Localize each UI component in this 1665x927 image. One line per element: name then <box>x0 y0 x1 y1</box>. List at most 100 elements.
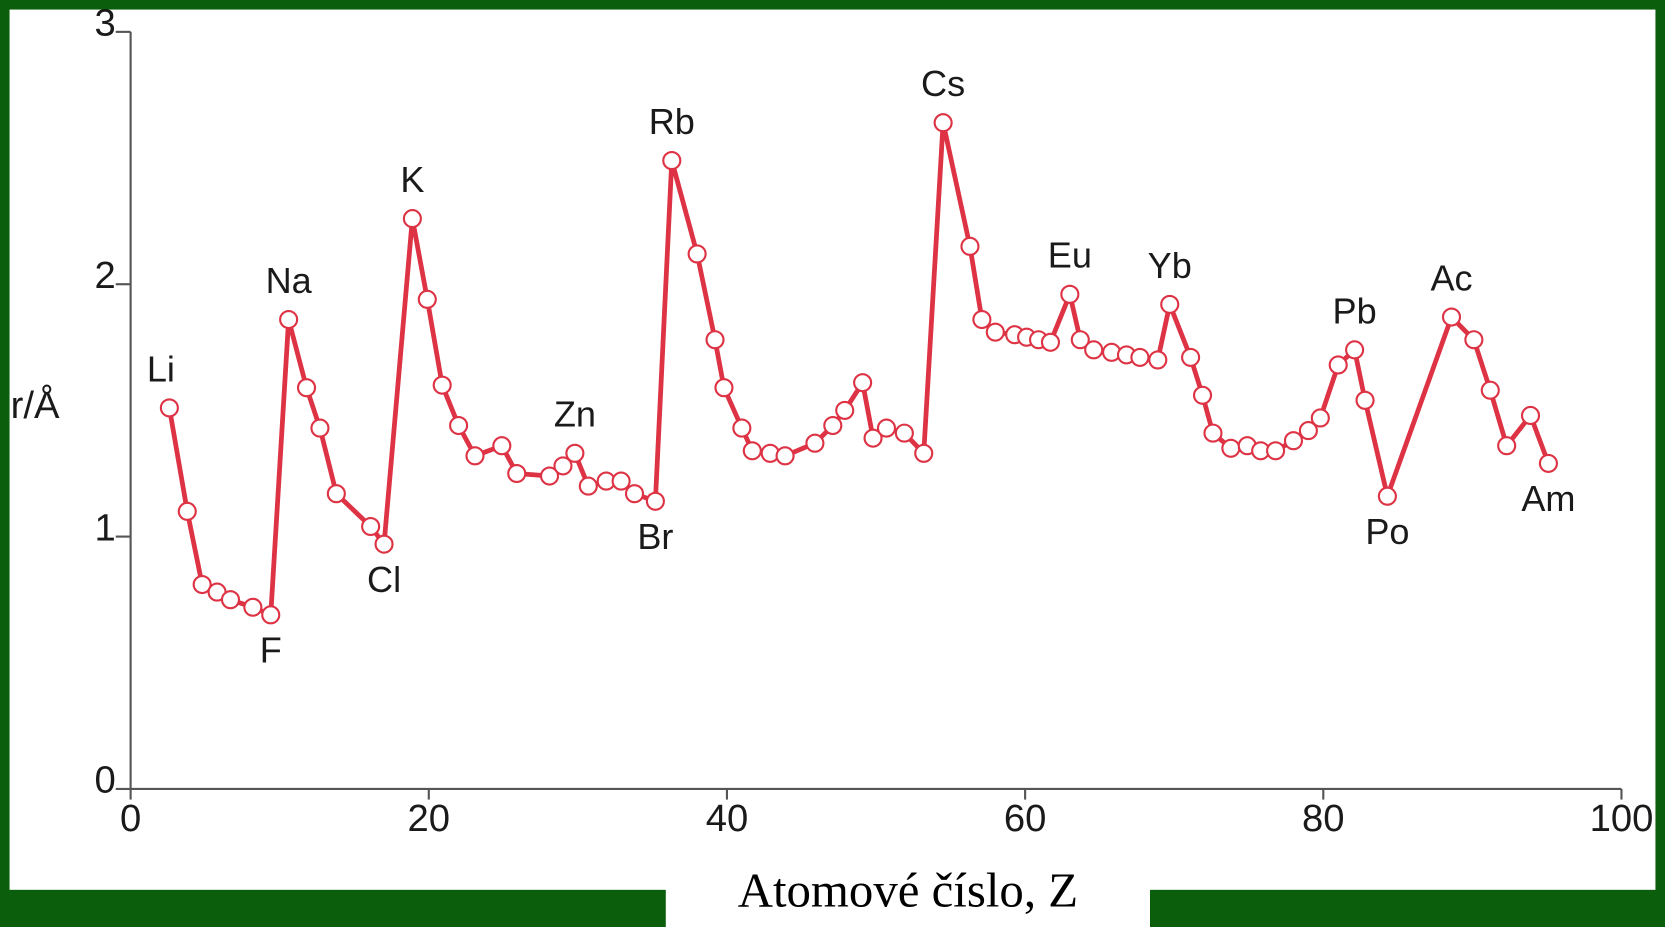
data-point <box>1328 355 1348 375</box>
data-point <box>1283 431 1304 451</box>
data-point <box>220 590 241 610</box>
data-point <box>417 289 437 309</box>
data-point <box>1221 438 1241 458</box>
data-point <box>1441 307 1462 327</box>
data-point <box>775 446 795 466</box>
x-tick-label: 40 <box>706 797 749 840</box>
annotation: Am <box>1521 478 1575 519</box>
data-point <box>1520 405 1541 426</box>
data-point <box>326 484 346 504</box>
data-point <box>1345 340 1365 360</box>
data-point <box>492 436 512 456</box>
annotation: Ac <box>1430 257 1472 298</box>
data-point <box>1181 347 1201 367</box>
data-point <box>985 322 1005 342</box>
data-point <box>1480 380 1500 400</box>
data-point <box>894 423 914 443</box>
annotation: Eu <box>1048 235 1092 276</box>
y-tick-label: 0 <box>94 759 115 802</box>
data-point <box>823 415 843 436</box>
annotation: Cs <box>921 63 965 104</box>
data-point <box>876 418 897 438</box>
data-point <box>624 484 645 504</box>
data-point <box>449 415 469 436</box>
data-point <box>863 428 883 448</box>
annotation: Rb <box>649 101 695 142</box>
data-point <box>933 113 953 133</box>
x-axis-label: Atomové číslo, Z <box>738 862 1078 917</box>
data-point <box>177 501 197 521</box>
xlabel-box <box>665 877 1150 927</box>
data-point <box>1266 441 1286 461</box>
annotation: Zn <box>554 394 596 435</box>
data-point <box>805 433 825 453</box>
y-tick-label: 2 <box>94 254 115 297</box>
data-point <box>914 443 934 463</box>
data-point <box>1084 340 1104 360</box>
data-point <box>1040 332 1061 352</box>
data-point <box>972 309 992 330</box>
x-tick-label: 20 <box>408 797 451 840</box>
data-point <box>742 441 762 461</box>
data-point <box>1130 347 1150 367</box>
annotation: Cl <box>367 559 401 600</box>
data-point <box>732 418 752 438</box>
x-tick-label: 0 <box>120 797 141 840</box>
data-point <box>565 443 585 463</box>
data-point <box>1060 284 1080 304</box>
data-point <box>192 574 212 595</box>
data-point <box>465 446 485 466</box>
data-point <box>714 378 734 398</box>
y-axis-label: r/Å <box>11 383 60 427</box>
data-point <box>835 400 855 420</box>
x-tick-label: 80 <box>1302 797 1345 840</box>
data-point <box>1298 421 1318 441</box>
data-point <box>645 491 665 511</box>
data-point <box>1355 390 1375 410</box>
data-point <box>1148 350 1168 370</box>
x-tick-label: 60 <box>1004 797 1047 840</box>
data-point <box>1310 408 1330 428</box>
data-point <box>159 398 179 418</box>
x-tick-label: 100 <box>1590 797 1654 840</box>
data-point <box>402 209 422 229</box>
data-point <box>960 236 980 256</box>
data-point <box>279 309 299 330</box>
annotation: Po <box>1365 511 1409 552</box>
data-point <box>1192 385 1213 405</box>
data-point <box>611 471 631 491</box>
annotation: F <box>260 630 282 671</box>
data-point <box>687 244 707 264</box>
data-point <box>662 151 682 171</box>
data-point <box>261 605 281 625</box>
data-point <box>1497 436 1517 456</box>
data-point <box>374 534 394 554</box>
y-tick-label: 3 <box>94 2 115 45</box>
data-point <box>432 375 452 395</box>
data-point <box>553 456 573 476</box>
data-point <box>296 378 317 398</box>
data-point <box>243 597 263 617</box>
annotation: Br <box>637 516 673 557</box>
annotation: Na <box>266 260 313 301</box>
annotation: K <box>400 159 424 200</box>
data-point <box>361 516 381 537</box>
data-point <box>1538 453 1558 473</box>
data-point <box>1160 294 1180 314</box>
data-point <box>310 418 330 438</box>
data-point <box>1464 330 1484 350</box>
data-point <box>1203 423 1223 443</box>
data-point <box>853 373 873 393</box>
annotation: Yb <box>1148 245 1192 286</box>
annotation: Li <box>147 348 175 389</box>
data-point <box>507 463 527 484</box>
data-point <box>1377 486 1397 506</box>
data-point <box>578 476 598 496</box>
plot-background <box>9 9 1656 890</box>
annotation: Pb <box>1333 290 1377 331</box>
y-tick-label: 1 <box>94 506 115 549</box>
data-point <box>539 466 560 486</box>
data-point <box>705 330 725 350</box>
